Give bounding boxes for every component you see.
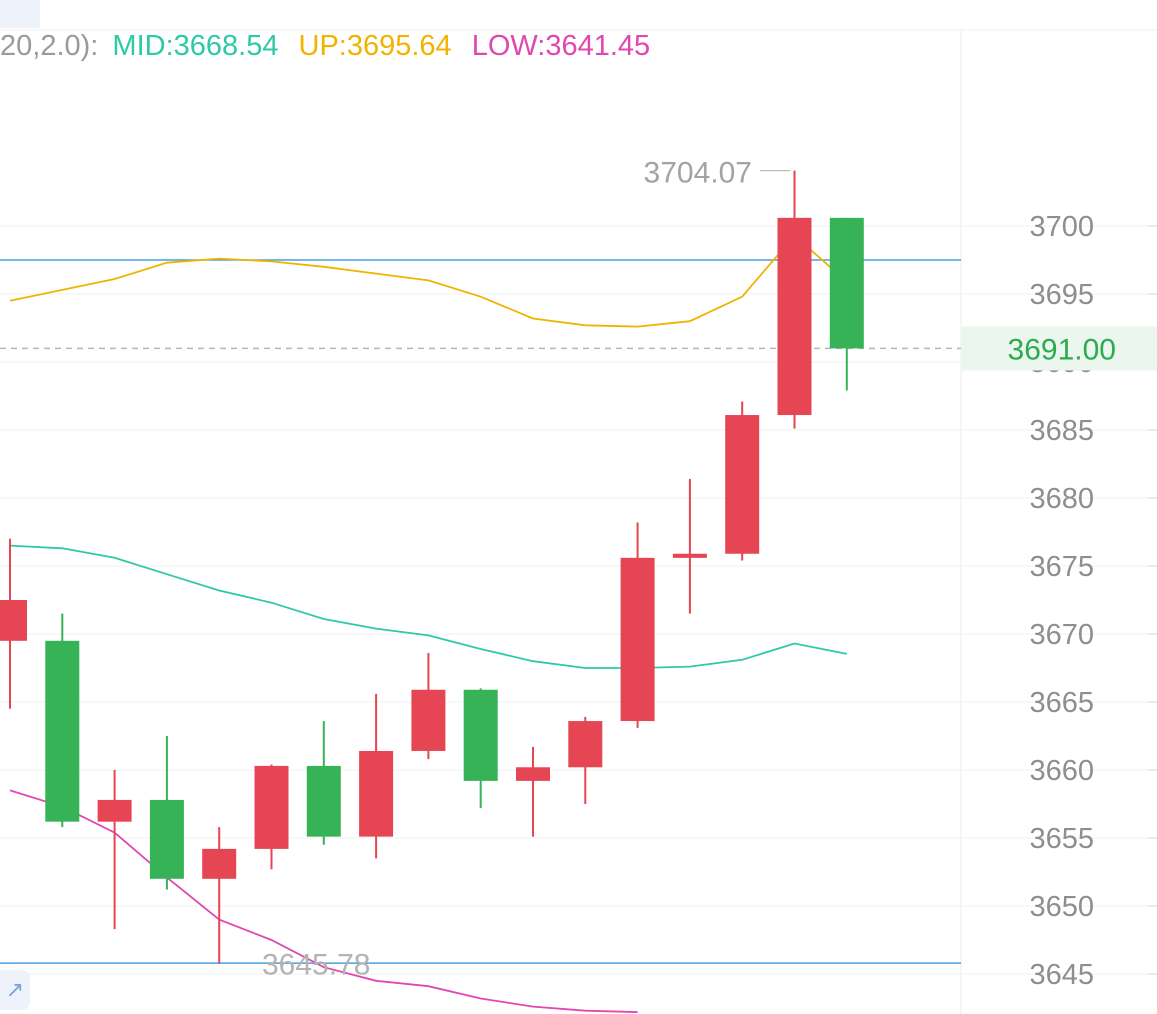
candle-body [0,600,27,641]
candle [463,688,498,809]
candle [149,736,184,890]
y-tick-label: 3685 [1029,415,1094,447]
high-marker-label: 3704.07 [644,157,752,190]
up-value: UP:3695.64 [298,30,452,62]
candle-body [254,765,289,849]
candle-body [672,553,707,558]
y-tick-label: 3680 [1029,483,1094,515]
candle-body [777,217,812,416]
candle-body [202,848,237,879]
candle-body [45,640,80,822]
candle-body [516,767,550,781]
low-value: LOW:3641.45 [471,30,651,62]
candle-body [463,689,498,781]
candle [568,716,603,804]
candle-body [411,689,446,751]
indicator-params: 20,2.0): [0,30,99,62]
y-tick-label: 3655 [1029,823,1094,855]
mid-value: MID:3668.54 [112,30,279,62]
y-tick-label: 3665 [1029,687,1094,719]
y-tick-label: 3660 [1029,755,1094,787]
candle-body [149,799,184,879]
y-tick-label: 3645 [1029,959,1094,991]
candles [0,170,864,964]
y-tick-label: 3700 [1029,211,1094,243]
candle-body [306,765,341,837]
candle-body [359,750,394,837]
candle [516,746,550,837]
candle [620,522,655,728]
expand-arrow-icon[interactable]: ↗ [0,970,30,1010]
candle-body [568,721,603,768]
candle-body [620,557,655,722]
candle [777,170,812,429]
candle [359,693,394,859]
y-tick-label: 3695 [1029,279,1094,311]
candle [45,613,80,828]
grid-lines [0,225,1157,975]
current-price-badge [961,326,1157,371]
y-tick-label: 3690 [1029,347,1094,379]
candle [306,721,341,845]
band-line-mid [9,544,847,669]
candle [97,770,132,930]
band-line-low [9,789,638,1013]
y-axis-panel [961,30,1157,1014]
candle [672,478,707,614]
candle-body [97,799,132,822]
candle [829,217,864,391]
candle [0,538,27,709]
band-line-up [9,234,848,328]
candle-body [829,217,864,349]
y-tick-label: 3670 [1029,619,1094,651]
y-tick-labels: 3645 3650 3655 3660 3665 3670 3675 3680 3685 3690… [1029,211,1157,991]
bollinger-indicator-legend: 20,2.0): MID:3668.54 UP:3695.64 LOW:3641… [0,30,650,70]
candle [725,401,760,561]
y-tick-label: 3650 [1029,891,1094,923]
candle [254,764,289,870]
candle [202,827,237,964]
current-price-label: 3691.00 [1008,333,1116,366]
y-tick-label: 3675 [1029,551,1094,583]
top-tab[interactable] [0,0,40,28]
candle [411,653,446,760]
candle-body [725,415,760,554]
low-marker-label: 3645.78 [262,948,370,981]
